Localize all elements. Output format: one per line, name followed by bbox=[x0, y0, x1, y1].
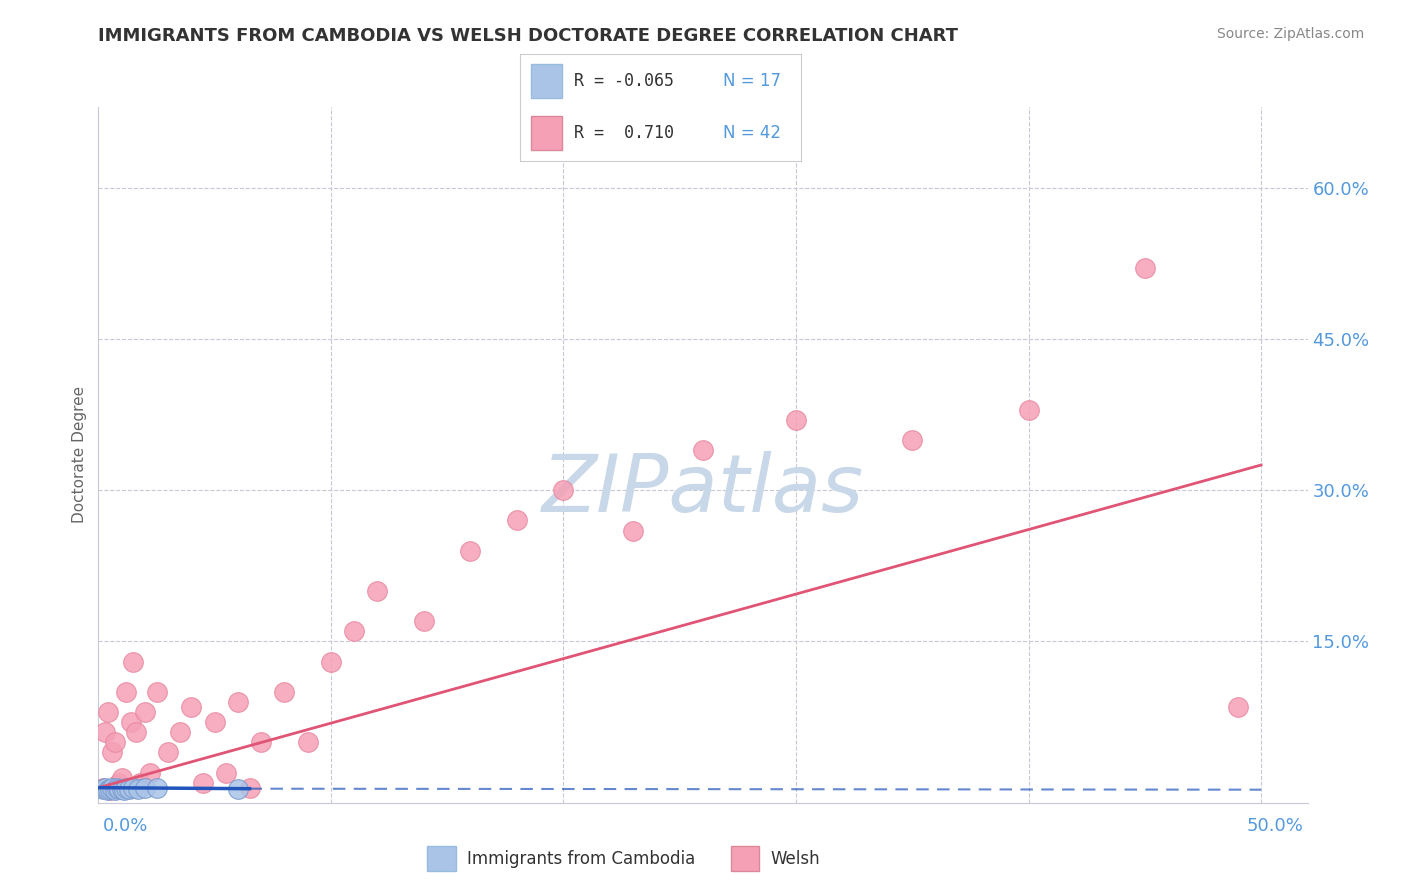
Point bbox=[692, 442, 714, 457]
Point bbox=[553, 483, 575, 498]
Point bbox=[239, 780, 262, 795]
Point bbox=[191, 775, 214, 789]
Point bbox=[118, 781, 141, 796]
Point bbox=[120, 715, 142, 730]
Point bbox=[460, 543, 482, 558]
Point bbox=[124, 725, 146, 739]
Bar bbox=[427, 847, 456, 871]
Point bbox=[157, 745, 180, 759]
Point bbox=[901, 433, 924, 447]
Point bbox=[226, 695, 249, 709]
Point bbox=[104, 782, 127, 797]
Point bbox=[273, 685, 295, 699]
Point bbox=[108, 775, 131, 789]
Point bbox=[91, 780, 114, 795]
Point bbox=[1133, 261, 1156, 276]
Point bbox=[104, 735, 127, 749]
Point bbox=[250, 735, 273, 749]
Point bbox=[134, 780, 156, 795]
Point bbox=[98, 782, 121, 797]
Bar bbox=[531, 116, 562, 150]
Point bbox=[101, 780, 124, 795]
Point bbox=[91, 781, 114, 796]
Point bbox=[343, 624, 366, 639]
Point bbox=[134, 705, 156, 719]
Point bbox=[145, 685, 167, 699]
Point bbox=[506, 513, 529, 527]
Text: N = 17: N = 17 bbox=[723, 72, 780, 90]
Point bbox=[621, 524, 644, 538]
Text: R = -0.065: R = -0.065 bbox=[574, 72, 673, 90]
Point bbox=[215, 765, 238, 780]
Point bbox=[297, 735, 319, 749]
Point bbox=[122, 780, 145, 795]
Point bbox=[97, 705, 120, 719]
Point bbox=[94, 725, 117, 739]
Point bbox=[127, 781, 149, 796]
Point bbox=[112, 782, 135, 797]
Text: ZIPatlas: ZIPatlas bbox=[541, 450, 865, 529]
Point bbox=[366, 584, 388, 599]
Point bbox=[226, 781, 249, 796]
Point bbox=[1226, 700, 1249, 714]
Point bbox=[105, 778, 128, 792]
Point bbox=[115, 685, 138, 699]
Bar bbox=[731, 847, 759, 871]
Text: 0.0%: 0.0% bbox=[103, 817, 148, 835]
Point bbox=[108, 781, 131, 796]
Point bbox=[138, 765, 160, 780]
Text: Source: ZipAtlas.com: Source: ZipAtlas.com bbox=[1216, 27, 1364, 41]
Point bbox=[145, 780, 167, 795]
Point bbox=[129, 775, 152, 789]
Text: N = 42: N = 42 bbox=[723, 124, 780, 142]
Text: IMMIGRANTS FROM CAMBODIA VS WELSH DOCTORATE DEGREE CORRELATION CHART: IMMIGRANTS FROM CAMBODIA VS WELSH DOCTOR… bbox=[98, 27, 959, 45]
Text: Immigrants from Cambodia: Immigrants from Cambodia bbox=[467, 849, 695, 868]
Point bbox=[413, 615, 436, 629]
Point bbox=[204, 715, 226, 730]
Point bbox=[169, 725, 191, 739]
Point bbox=[115, 780, 138, 795]
Point bbox=[319, 655, 342, 669]
Point bbox=[1018, 402, 1040, 417]
Point bbox=[101, 745, 124, 759]
Point bbox=[180, 700, 202, 714]
Point bbox=[105, 780, 128, 795]
Point bbox=[785, 412, 807, 426]
Text: 50.0%: 50.0% bbox=[1247, 817, 1303, 835]
Point bbox=[111, 781, 134, 796]
Point bbox=[98, 781, 121, 796]
Point bbox=[97, 782, 120, 797]
Point bbox=[111, 771, 134, 785]
Bar bbox=[531, 64, 562, 98]
Point bbox=[94, 780, 117, 795]
Text: R =  0.710: R = 0.710 bbox=[574, 124, 673, 142]
Y-axis label: Doctorate Degree: Doctorate Degree bbox=[72, 386, 87, 524]
Text: Welsh: Welsh bbox=[770, 849, 820, 868]
Point bbox=[122, 655, 145, 669]
